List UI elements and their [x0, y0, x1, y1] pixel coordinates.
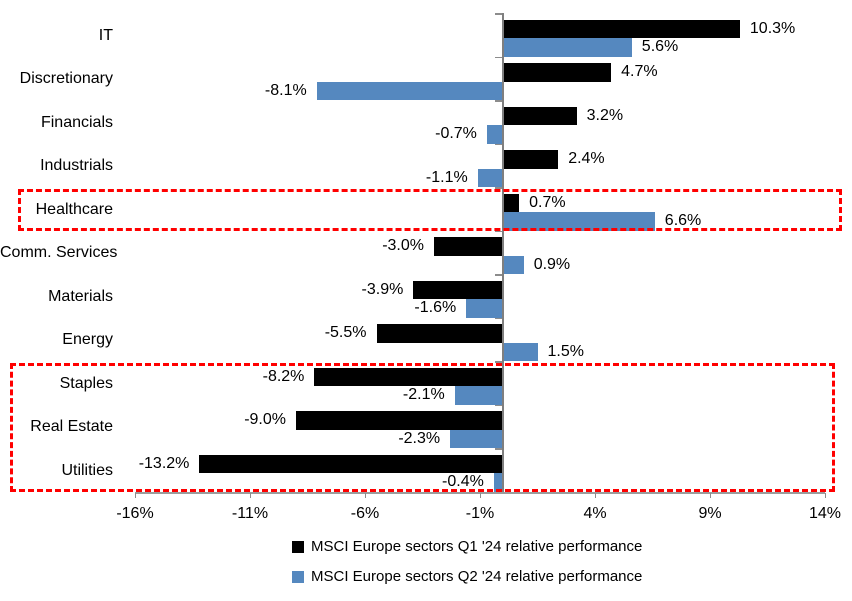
category-label: Discretionary [19, 70, 113, 88]
category-label: Industrials [40, 157, 113, 175]
bar-q2 [503, 38, 632, 57]
value-axis-tick-label: 14% [808, 504, 842, 522]
legend-item-q1: MSCI Europe sectors Q1 '24 relative perf… [292, 538, 642, 556]
legend-swatch-q2-icon [292, 571, 304, 583]
bar-q2 [454, 386, 503, 405]
category-label: Comm. Services [0, 244, 118, 262]
value-label: -3.0% [382, 237, 424, 254]
category-label: IT [98, 26, 113, 44]
bar-q1 [503, 193, 520, 212]
bar-q2 [486, 125, 503, 144]
bar-q1 [503, 150, 559, 169]
value-axis-tick [479, 492, 481, 498]
value-label: -2.1% [402, 386, 445, 403]
bar-q1 [199, 454, 503, 473]
value-label: -1.1% [425, 168, 468, 186]
bar-q1 [376, 324, 503, 343]
bar-q1 [503, 106, 577, 125]
value-axis-tick [594, 492, 596, 498]
value-axis-tick-label: 9% [698, 504, 722, 522]
bar-q1 [503, 19, 740, 38]
category-label: Utilities [61, 461, 113, 479]
value-axis-tick-label: -1% [465, 504, 495, 522]
legend-label-q1: MSCI Europe sectors Q1 '24 relative perf… [311, 538, 643, 555]
value-label: -9.0% [244, 411, 286, 428]
category-axis-tick [495, 274, 502, 276]
value-axis-tick-label: -16% [116, 504, 154, 522]
value-label: -8.1% [264, 81, 307, 99]
bar-q2 [316, 81, 503, 100]
category-axis-tick [495, 230, 502, 232]
value-label: 2.4% [568, 150, 605, 167]
value-label: 3.2% [586, 106, 624, 124]
value-label: -2.3% [398, 429, 441, 447]
bar-q2 [503, 212, 655, 231]
category-axis-tick [495, 100, 502, 102]
value-axis-tick-label: -6% [350, 504, 380, 522]
value-axis-tick-label: -11% [231, 504, 269, 522]
value-label: -5.5% [324, 324, 367, 341]
value-axis-tick [134, 492, 136, 498]
value-label: -1.6% [414, 299, 457, 316]
bar-q2 [503, 342, 538, 361]
legend-label-q2: MSCI Europe sectors Q2 '24 relative perf… [311, 568, 643, 585]
bar-q1 [314, 367, 503, 386]
value-label: -3.9% [361, 280, 404, 298]
legend-item-q2: MSCI Europe sectors Q2 '24 relative perf… [292, 568, 642, 586]
defensive-sectors-highlight [10, 362, 835, 492]
value-label: 5.6% [641, 38, 679, 55]
category-label: Staples [59, 374, 113, 392]
value-axis-tick-label: 4% [583, 504, 607, 522]
bar-q1 [413, 280, 503, 299]
bar-q2 [466, 299, 503, 318]
bar-q2 [477, 168, 503, 187]
category-axis-tick [495, 56, 502, 58]
category-axis-tick [495, 143, 502, 145]
bar-q1 [503, 63, 612, 82]
value-label: -0.7% [435, 125, 477, 142]
value-axis-tick [249, 492, 251, 498]
value-label: 0.9% [533, 255, 571, 273]
value-label: 10.3% [749, 19, 796, 37]
value-label: -8.2% [262, 367, 305, 385]
category-axis-tick [495, 187, 502, 189]
bar-q1 [296, 411, 503, 430]
healthcare-highlight [18, 188, 842, 231]
value-label: -0.4% [442, 473, 484, 490]
category-label: Financials [40, 113, 113, 131]
category-label: Materials [48, 287, 113, 305]
bar-q2 [450, 429, 503, 448]
category-axis-tick [495, 448, 502, 450]
value-axis-tick [709, 492, 711, 498]
legend-swatch-q1-icon [292, 541, 304, 553]
value-label: 0.7% [529, 193, 566, 211]
value-label: -13.2% [138, 454, 190, 472]
value-label: 4.7% [621, 63, 658, 80]
value-axis-tick [364, 492, 366, 498]
bar-q1 [434, 237, 503, 256]
category-label: Healthcare [35, 200, 113, 218]
category-axis-line [502, 13, 504, 493]
category-label: Real Estate [30, 418, 113, 436]
value-label: 1.5% [547, 342, 584, 360]
value-axis-tick [824, 492, 826, 498]
category-axis-tick [495, 13, 502, 15]
value-label: 6.6% [664, 212, 702, 229]
category-label: Energy [62, 331, 113, 349]
category-axis-tick [495, 404, 502, 406]
bar-q2 [503, 255, 524, 274]
category-axis-tick [495, 317, 502, 319]
category-axis-tick [495, 361, 502, 363]
bar-q2 [493, 473, 503, 492]
